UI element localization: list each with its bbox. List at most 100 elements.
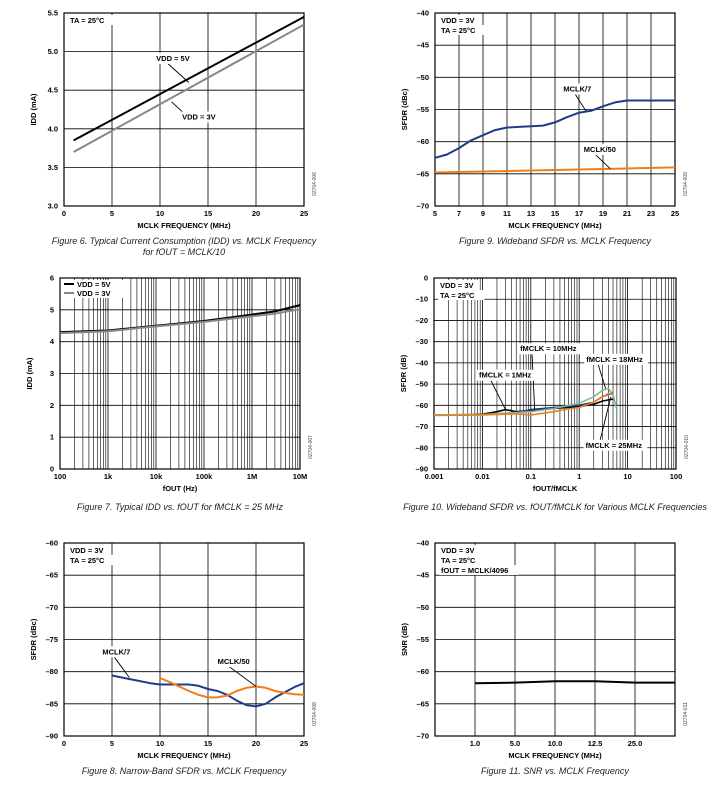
annotation-bg (476, 369, 537, 381)
y-tick-label: 1 (50, 433, 54, 442)
y-tick-label: –40 (416, 9, 429, 18)
condition-note: VDD = 3V (441, 546, 475, 555)
x-axis-label: MCLK FREQUENCY (MHz) (508, 751, 602, 760)
plot-frame (63, 12, 305, 207)
x-tick-label: 100 (670, 472, 683, 481)
y-tick-label: –80 (45, 667, 58, 676)
figure-caption: Figure 6. Typical Current Consumption (I… (52, 236, 317, 246)
y-tick-label: –30 (415, 337, 428, 346)
x-axis-label: fOUT (Hz) (163, 484, 198, 493)
x-tick-label: 10.0 (548, 739, 563, 748)
y-tick-label: –70 (416, 732, 429, 741)
y-tick-label: –40 (415, 358, 428, 367)
y-axis-label: IDD (mA) (25, 357, 34, 390)
chart-fig8: 0 5 10 15 20 25 –90 –85 –80 –75 –70 –65 –60 MCLK FREQ… (29, 539, 318, 777)
chart-fig7: 100 1k 10k 100k 1M 10M 0 1 2 3 4 5 6 fOUT (Hz) IDD (mA… (25, 274, 314, 513)
y-tick-label: 0 (50, 465, 54, 474)
annotation-label: fMCLK = 1MHz (479, 371, 532, 380)
y-tick-label: 6 (50, 274, 54, 283)
x-tick-label: 13 (527, 209, 535, 218)
x-tick-label: 1k (104, 472, 113, 481)
condition-note: TA = 25°C (440, 291, 475, 300)
x-tick-label: 10 (623, 472, 631, 481)
x-tick-label: 15 (204, 739, 212, 748)
y-tick-label: –20 (415, 316, 428, 325)
y-axis-label: IDD (mA) (29, 93, 38, 126)
y-tick-label: 0 (424, 274, 428, 283)
annotation-bg (180, 111, 221, 123)
figure-caption: Figure 11. SNR vs. MCLK Frequency (481, 766, 629, 776)
figure-caption: Figure 7. Typical IDD vs. fOUT for fMCLK… (77, 502, 284, 512)
x-tick-label: 21 (623, 209, 631, 218)
series-line-0 (59, 304, 301, 334)
note-bg (68, 555, 115, 565)
y-tick-label: –80 (415, 443, 428, 452)
x-tick-label: 10k (150, 472, 163, 481)
y-tick-label: –70 (416, 202, 429, 211)
annotation-leader (595, 154, 611, 170)
y-tick-label: –60 (45, 539, 58, 548)
y-tick-label: –50 (416, 603, 429, 612)
figure-code: 02704-009 (683, 172, 689, 196)
y-tick-label: 5.0 (48, 47, 58, 56)
annotation-leader (114, 657, 130, 678)
condition-note: TA = 25°C (70, 16, 105, 25)
y-tick-label: –45 (416, 571, 429, 580)
x-tick-label: 0.1 (526, 472, 536, 481)
annotation-bg (583, 439, 648, 451)
annotation-label: MCLK/50 (218, 657, 250, 666)
x-axis-label: fOUT/fMCLK (533, 484, 578, 493)
x-axis-label: MCLK FREQUENCY (MHz) (508, 221, 602, 230)
x-tick-label: 100k (196, 472, 214, 481)
figure-caption: for fOUT = MCLK/10 (143, 247, 225, 257)
y-tick-label: –55 (416, 105, 429, 114)
series-line-1 (73, 23, 305, 153)
y-tick-label: 3.0 (48, 202, 58, 211)
annotation-label: VDD = 3V (182, 113, 216, 122)
condition-note: VDD = 3V (70, 546, 104, 555)
x-tick-label: 25 (300, 209, 308, 218)
figure-caption: Figure 8. Narrow-Band SFDR vs. MCLK Freq… (82, 766, 287, 776)
x-tick-label: 5 (110, 739, 114, 748)
figure-caption: Figure 10. Wideband SFDR vs. fOUT/fMCLK … (403, 502, 707, 512)
annotation-bg (581, 143, 618, 155)
annotation-label: VDD = 5V (156, 54, 190, 63)
x-tick-label: 0 (62, 209, 66, 218)
condition-note: VDD = 3V (440, 281, 474, 290)
x-tick-label: 15 (551, 209, 559, 218)
annotation-bg (215, 655, 252, 667)
x-tick-label: 20 (252, 209, 260, 218)
x-tick-label: 20 (252, 739, 260, 748)
note-bg (68, 545, 110, 555)
x-tick-label: 5.0 (510, 739, 520, 748)
x-tick-label: 5 (110, 209, 114, 218)
y-tick-label: –40 (416, 539, 429, 548)
note-bg (438, 290, 485, 300)
note-bg (439, 565, 519, 575)
y-tick-label: –60 (416, 667, 429, 676)
condition-note: TA = 25°C (70, 556, 105, 565)
note-bg (439, 555, 486, 565)
series-line-3 (433, 392, 614, 417)
series-line-0 (111, 674, 305, 708)
y-tick-label: –65 (416, 699, 429, 708)
y-axis-label: SFDR (dBc) (400, 88, 409, 130)
x-tick-label: 23 (647, 209, 655, 218)
condition-note: TA = 25°C (441, 556, 476, 565)
x-tick-label: 10 (156, 209, 164, 218)
y-tick-label: –90 (45, 732, 58, 741)
y-tick-label: –60 (415, 401, 428, 410)
y-tick-label: –50 (415, 380, 428, 389)
y-tick-label: –85 (45, 699, 58, 708)
x-tick-label: 10 (156, 739, 164, 748)
series-line-1 (59, 308, 301, 335)
x-tick-label: 12.5 (588, 739, 603, 748)
y-tick-label: –65 (45, 571, 58, 580)
figure-caption: Figure 9. Wideband SFDR vs. MCLK Frequen… (459, 236, 651, 246)
plot-frame (433, 277, 677, 470)
annotation-label: MCLK/7 (563, 84, 591, 93)
x-tick-label: 11 (503, 209, 511, 218)
y-tick-label: –50 (416, 73, 429, 82)
series-line-1 (159, 677, 305, 699)
